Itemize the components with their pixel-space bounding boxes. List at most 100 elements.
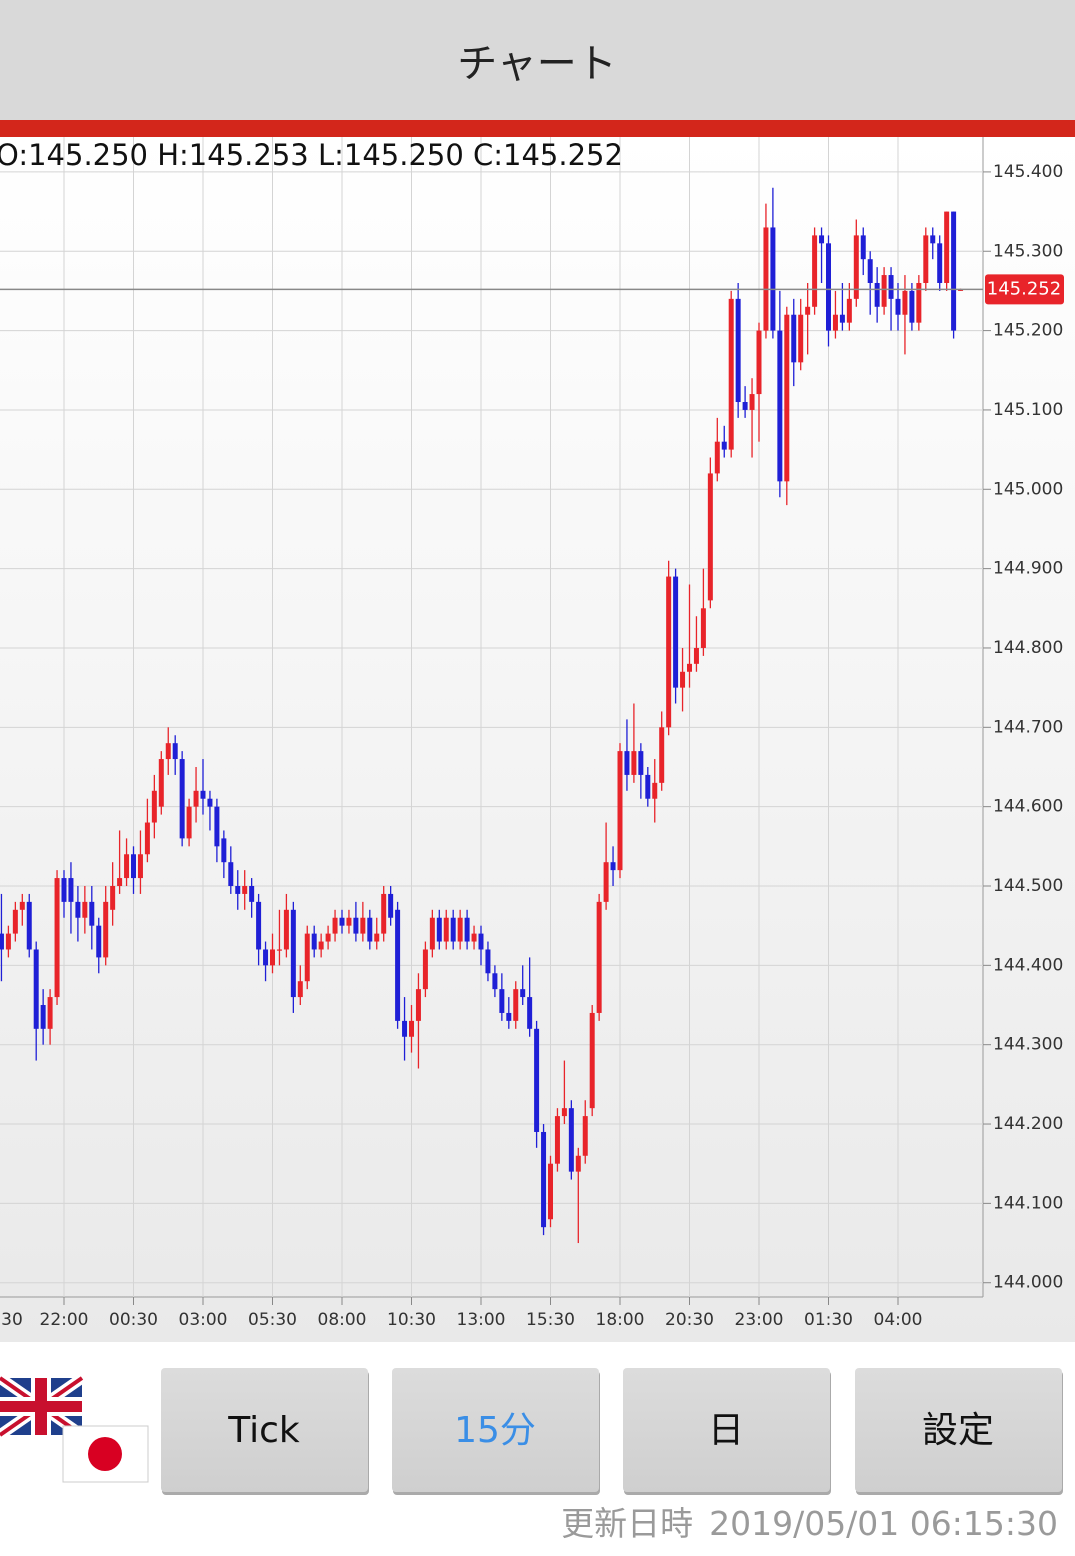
candle-body <box>645 774 651 799</box>
candle-body <box>429 917 435 950</box>
update-label: 更新日時 2019/05/01 06:15:30 <box>561 1504 1058 1543</box>
x-tick-label: 05:30 <box>248 1310 297 1330</box>
x-tick-label: 10:30 <box>387 1310 436 1330</box>
candle-body <box>228 862 234 887</box>
y-tick-label: 145.000 <box>993 479 1063 499</box>
y-tick-label: 145.400 <box>993 162 1063 182</box>
button-face[interactable] <box>392 1368 599 1492</box>
candle-body <box>422 949 428 990</box>
candle-body <box>395 909 401 1021</box>
candle-body <box>12 909 18 934</box>
candle-body <box>638 751 644 775</box>
candle-body <box>812 235 818 307</box>
candle-body <box>902 290 908 315</box>
candle-body <box>839 314 845 323</box>
y-tick-label: 144.200 <box>993 1114 1063 1134</box>
axes: 144.000 144.100 144.200 144.300 144.400 144.5… <box>1 162 1064 1330</box>
candle-body <box>603 862 609 902</box>
candle-body <box>499 989 505 1013</box>
timeframe-button[interactable]: Tick <box>161 1368 369 1495</box>
button-label: 15分 <box>454 1410 536 1451</box>
candle-body <box>26 901 32 950</box>
button-label: 設定 <box>922 1410 994 1451</box>
candle-body <box>721 441 727 450</box>
candle-body <box>958 289 964 291</box>
candle-body <box>144 822 150 855</box>
candle-body <box>707 473 713 601</box>
candle-body <box>179 759 185 839</box>
candle-body <box>318 941 324 950</box>
candle-body <box>117 878 123 887</box>
candle-body <box>506 1012 512 1021</box>
button-face[interactable] <box>623 1368 830 1492</box>
candle-body <box>332 917 338 934</box>
candle-body <box>923 235 929 283</box>
candle-body <box>54 878 60 998</box>
y-tick-label: 144.700 <box>993 717 1063 737</box>
timeframe-button[interactable]: 日 <box>623 1368 831 1495</box>
candle-body <box>693 647 699 664</box>
candle-body <box>436 917 442 942</box>
candle-body <box>951 211 957 331</box>
y-tick-label: 144.900 <box>993 559 1063 579</box>
candle-body <box>610 862 616 871</box>
candle-body <box>534 1028 540 1132</box>
y-tick-label: 145.100 <box>993 400 1063 420</box>
last-price-label: 145.252 <box>987 278 1061 299</box>
candle-body <box>276 949 282 951</box>
x-tick-label: 20:30 <box>665 1310 714 1330</box>
candle-body <box>728 298 734 450</box>
candle-body <box>631 751 637 775</box>
y-tick-label: 144.000 <box>993 1273 1063 1293</box>
candle-body <box>388 893 394 918</box>
candle-body <box>19 901 25 910</box>
candle-body <box>680 671 686 688</box>
candle-body <box>791 314 797 363</box>
candle-body <box>96 925 102 958</box>
candle-body <box>687 663 692 672</box>
candle-body <box>568 1108 574 1172</box>
x-tick-label: 08:00 <box>318 1310 367 1330</box>
candle-body <box>944 211 950 283</box>
candle-body <box>888 275 894 299</box>
candle-body <box>853 235 859 299</box>
timeframe-button[interactable]: 設定 <box>855 1368 1063 1495</box>
update-label-text: 更新日時 <box>561 1504 693 1543</box>
candle-body <box>5 933 11 950</box>
candle-body <box>103 901 109 958</box>
candle-body <box>860 235 866 260</box>
candle-body <box>652 782 658 799</box>
candle-body <box>75 901 81 918</box>
button-face[interactable] <box>855 1368 1062 1492</box>
candle-body <box>916 282 922 323</box>
candle-body <box>214 806 220 847</box>
candle-body <box>770 227 776 331</box>
candle-body <box>409 1020 414 1037</box>
candle-body <box>193 790 199 807</box>
button-face[interactable] <box>161 1368 368 1492</box>
candle-body <box>207 798 213 807</box>
candle-body <box>242 886 248 894</box>
timeframe-button[interactable]: 15分 <box>392 1368 600 1495</box>
y-tick-label: 144.100 <box>993 1193 1063 1213</box>
candle-body <box>617 751 623 871</box>
candle-body <box>742 402 748 410</box>
candle-body <box>548 1163 553 1220</box>
candle-body <box>784 314 790 482</box>
accent-stripe <box>0 120 1075 137</box>
candle-body <box>297 981 303 998</box>
candle-body <box>763 227 769 331</box>
candle-body <box>443 917 449 942</box>
y-tick-label: 145.300 <box>993 241 1063 261</box>
candle-body <box>158 759 164 807</box>
candle-body <box>186 806 192 839</box>
candle-body <box>582 1116 588 1156</box>
candle-body <box>325 933 331 942</box>
candle-body <box>0 933 4 950</box>
candle-body <box>221 838 227 863</box>
candle-body <box>339 917 345 926</box>
candle-body <box>749 394 755 410</box>
candle-body <box>256 901 262 950</box>
